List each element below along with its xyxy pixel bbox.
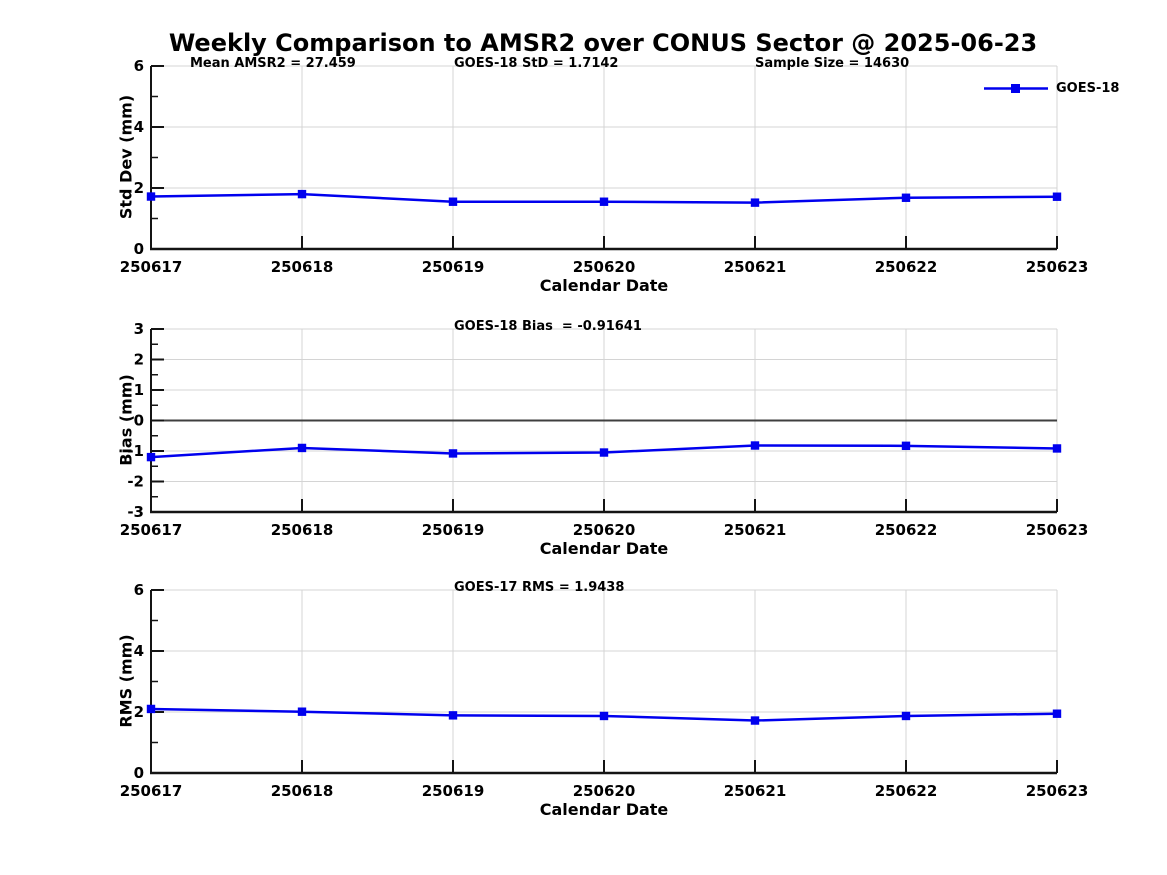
x-tick-label: 250621 [724, 521, 787, 539]
legend-series-label: GOES-18 [1056, 81, 1120, 96]
axis-ticks [150, 328, 1058, 513]
data-point-marker [750, 441, 760, 450]
x-tick-label: 250619 [422, 521, 485, 539]
x-tick-label: 250620 [573, 258, 636, 276]
data-point-marker [599, 197, 609, 206]
legend: GOES-18 [983, 80, 1119, 97]
x-tick-label: 250621 [724, 258, 787, 276]
stddev-chart-area: 0 2 4 6 250617 250618 250619 250620 250621 250622… [120, 57, 1089, 276]
axis-ticks [150, 589, 1058, 774]
data-point-marker [297, 707, 307, 716]
x-tick-label: 250619 [422, 258, 485, 276]
rms-x-axis-label: Calendar Date [539, 800, 669, 819]
gridlines [151, 65, 1058, 249]
y-tick-label: 2 [134, 179, 144, 197]
annotation-goes18-bias: GOES-18 Bias = -0.91641 [454, 319, 642, 334]
data-point-marker [1052, 709, 1062, 718]
y-tick-label: -3 [127, 503, 144, 521]
data-point-marker [750, 716, 760, 725]
bias-x-axis-label: Calendar Date [539, 539, 669, 558]
x-tick-label: 250620 [573, 521, 636, 539]
y-tick-label: 6 [134, 57, 144, 75]
y-tick-label: 4 [134, 642, 144, 660]
bias-chart-area: -3 -2 -1 0 1 2 3 250617 250618 250619 250620 250621… [120, 320, 1089, 539]
stddev-x-axis-label: Calendar Date [539, 276, 669, 295]
stddev-y-axis-label: Std Dev (mm) [116, 94, 136, 220]
x-tick-label: 250620 [573, 782, 636, 800]
legend-line-marker-icon [984, 84, 1048, 93]
x-tick-label: 250618 [271, 521, 334, 539]
data-point-marker [146, 192, 156, 201]
data-point-marker [750, 198, 760, 207]
x-tick-label: 250617 [120, 782, 183, 800]
y-tick-label: 1 [134, 381, 144, 399]
data-point-marker [448, 711, 458, 720]
x-tick-label: 250623 [1026, 782, 1089, 800]
data-point-marker [297, 443, 307, 453]
data-point-marker [146, 452, 156, 462]
x-tick-label: 250618 [271, 258, 334, 276]
annotation-goes18-std: GOES-18 StD = 1.7142 [454, 56, 619, 71]
data-point-marker [901, 193, 911, 202]
y-tick-label: 4 [134, 118, 144, 136]
bias-y-axis-label: Bias (mm) [116, 374, 136, 466]
axis-ticks [150, 65, 1058, 250]
data-point-marker [901, 711, 911, 721]
y-tick-label: 0 [134, 764, 144, 782]
data-point-marker [901, 441, 911, 451]
gridlines [151, 589, 1058, 773]
x-tick-label: 250623 [1026, 521, 1089, 539]
y-tick-label: -2 [127, 473, 144, 491]
x-tick-label: 250617 [120, 521, 183, 539]
annotation-goes17-rms: GOES-17 RMS = 1.9438 [454, 580, 625, 595]
y-tick-label: 3 [134, 320, 144, 338]
annotation-sample-size: Sample Size = 14630 [755, 56, 910, 71]
x-tick-label: 250622 [875, 258, 938, 276]
x-tick-label: 250617 [120, 258, 183, 276]
y-tick-label: 2 [134, 351, 144, 369]
data-point-marker [297, 189, 307, 199]
y-tick-label: 0 [134, 240, 144, 258]
rms-chart-area: 0 2 4 6 250617 250618 250619 250620 250621 250622… [120, 581, 1089, 800]
data-point-marker [146, 704, 156, 714]
data-point-marker [448, 449, 458, 458]
y-tick-label: -1 [127, 442, 144, 460]
x-tick-label: 250622 [875, 782, 938, 800]
x-tick-label: 250623 [1026, 258, 1089, 276]
rms-y-axis-label: RMS (mm) [116, 634, 136, 728]
data-point-marker [599, 448, 609, 457]
data-point-marker [448, 197, 458, 206]
y-tick-label: 0 [134, 412, 144, 430]
x-tick-label: 250622 [875, 521, 938, 539]
data-point-marker [1052, 444, 1062, 453]
data-point-marker [599, 711, 609, 721]
x-tick-label: 250621 [724, 782, 787, 800]
annotation-mean-amsr2: Mean AMSR2 = 27.459 [190, 56, 356, 71]
y-tick-label: 2 [134, 703, 144, 721]
x-tick-label: 250618 [271, 782, 334, 800]
y-tick-label: 6 [134, 581, 144, 599]
x-tick-label: 250619 [422, 782, 485, 800]
data-point-marker [1052, 192, 1062, 201]
figure-title: Weekly Comparison to AMSR2 over CONUS Se… [168, 29, 1038, 57]
